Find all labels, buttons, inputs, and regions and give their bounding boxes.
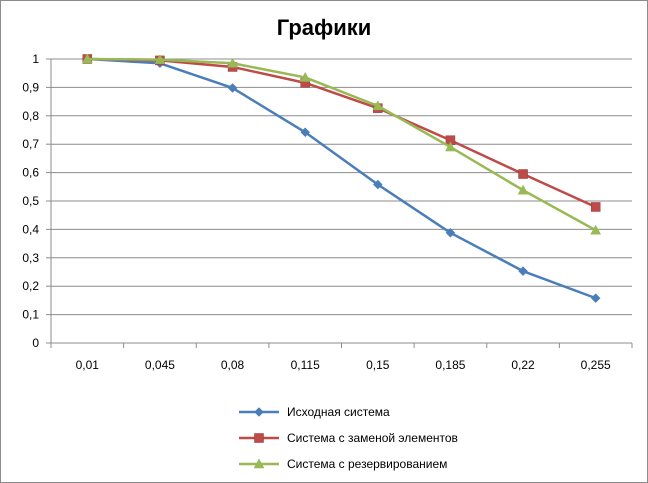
data-point bbox=[590, 202, 601, 212]
legend: Исходная система Система с заменой элемен… bbox=[239, 405, 458, 471]
y-axis-tick-labels: 0 0,1 0,2 0,3 0,4 0,5 0,6 0,7 0,8 0,9 1 bbox=[22, 52, 39, 350]
data-series bbox=[81, 53, 602, 303]
gridlines bbox=[51, 58, 632, 316]
y-tick-label: 0,9 bbox=[22, 80, 39, 94]
legend-marker bbox=[253, 458, 265, 469]
data-point bbox=[300, 127, 311, 138]
x-tick-label: 0,255 bbox=[581, 358, 611, 372]
legend-marker bbox=[254, 407, 264, 417]
series-line bbox=[87, 57, 597, 232]
y-tick-label: 0,2 bbox=[22, 279, 39, 293]
x-tick-label: 0,045 bbox=[145, 358, 175, 372]
legend-marker bbox=[254, 433, 264, 443]
data-point bbox=[81, 53, 93, 64]
legend-label: Исходная система bbox=[287, 405, 390, 419]
legend-label: Система с заменой элементов bbox=[287, 431, 458, 445]
y-tick-label: 0,6 bbox=[22, 166, 39, 180]
x-tick-label: 0,15 bbox=[366, 358, 390, 372]
legend-item: Система с резервированием bbox=[239, 457, 447, 471]
y-tick-label: 0,3 bbox=[22, 251, 39, 265]
x-tick-label: 0,115 bbox=[291, 358, 320, 372]
x-tick-label: 0,22 bbox=[511, 358, 535, 372]
series-3 bbox=[81, 53, 602, 235]
y-tick-label: 0,5 bbox=[22, 194, 39, 208]
y-tick-label: 0,4 bbox=[22, 222, 39, 236]
data-point bbox=[445, 141, 456, 152]
data-point bbox=[518, 169, 528, 179]
y-tick-label: 0,8 bbox=[22, 109, 39, 123]
chart-title: Графики bbox=[277, 15, 372, 40]
x-axis-tick-labels: 0,01 0,045 0,08 0,115 0,15 0,185 0,22 0,255 bbox=[76, 358, 611, 372]
series-line bbox=[87, 57, 597, 209]
data-point bbox=[227, 83, 238, 93]
legend-item: Исходная система bbox=[239, 405, 390, 419]
data-point bbox=[299, 71, 311, 82]
data-point bbox=[227, 57, 238, 68]
y-tick-label: 1 bbox=[32, 52, 39, 66]
data-point bbox=[154, 54, 166, 64]
x-tick-label: 0,01 bbox=[76, 358, 100, 372]
x-tick-label: 0,185 bbox=[435, 358, 465, 372]
data-point bbox=[590, 293, 601, 303]
data-point bbox=[518, 266, 528, 277]
data-point bbox=[372, 179, 383, 190]
data-point bbox=[517, 184, 529, 195]
data-point bbox=[445, 227, 456, 238]
y-tick-label: 0,1 bbox=[22, 308, 39, 322]
legend-item: Система с заменой элементов bbox=[239, 431, 458, 445]
data-point bbox=[372, 100, 384, 111]
y-tick-label: 0,7 bbox=[22, 137, 39, 151]
series-line bbox=[87, 57, 597, 300]
axes bbox=[46, 58, 633, 348]
legend-label: Система с резервированием bbox=[287, 457, 447, 471]
x-tick-label: 0,08 bbox=[221, 358, 245, 372]
data-point bbox=[590, 224, 602, 235]
y-tick-label: 0 bbox=[32, 336, 39, 350]
